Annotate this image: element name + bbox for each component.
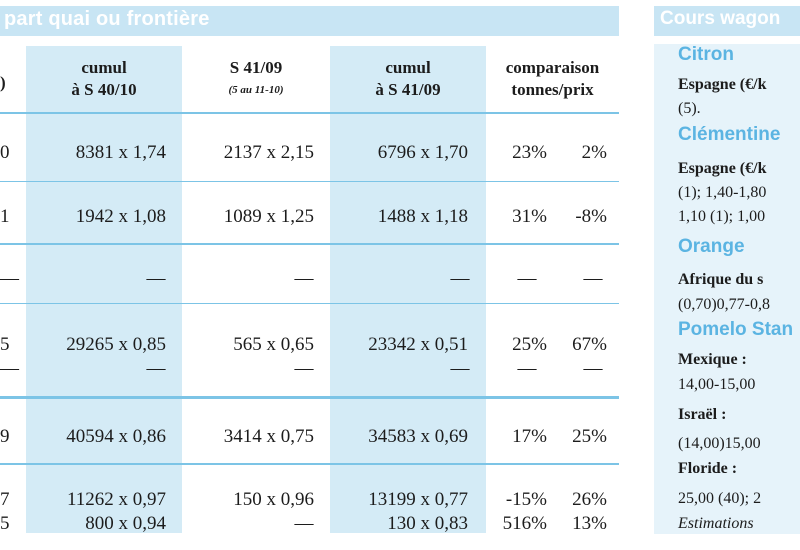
cell-pct-prix: -8% bbox=[575, 206, 607, 227]
cell-week-41: 565 x 0,65 bbox=[233, 334, 314, 355]
cell-cumul-41: — bbox=[450, 358, 470, 379]
cell-pct-tonnes: 516% bbox=[502, 513, 547, 534]
cell-week-41: 2137 x 2,15 bbox=[223, 142, 314, 163]
cell-cumul-40: 40594 x 0,86 bbox=[66, 426, 166, 447]
cell-cumul-41: 6796 x 1,70 bbox=[377, 142, 468, 163]
price-text: 14,00-15,00 bbox=[678, 376, 756, 393]
cell-cumul-41: 34583 x 0,69 bbox=[368, 426, 468, 447]
origin-label: Floride : bbox=[678, 460, 738, 477]
cell-edge: 1 bbox=[0, 206, 10, 227]
col-header-line1: comparaison bbox=[505, 58, 600, 77]
col-header-week-41: S 41/09 (5 au 11-10) bbox=[182, 57, 330, 101]
rule-5 bbox=[0, 463, 619, 465]
rule-3 bbox=[0, 303, 619, 304]
cell-week-41: — bbox=[294, 358, 314, 379]
table-header-bar: part quai ou frontière bbox=[0, 6, 619, 36]
cell-pct-tonnes: -15% bbox=[505, 489, 547, 510]
cell-pct-prix: 25% bbox=[572, 426, 607, 447]
cumul-column-shade-2 bbox=[330, 46, 486, 533]
cell-cumul-40: — bbox=[146, 268, 166, 289]
cell-week-41: — bbox=[294, 268, 314, 289]
price-text: (5). bbox=[678, 100, 701, 117]
panel-body bbox=[654, 44, 800, 534]
cell-pct-tonnes: — bbox=[517, 268, 537, 289]
cours-wagon-panel: Cours wagon Citron Espagne (€/k (5). Clé… bbox=[654, 0, 800, 550]
cell-cumul-40: 11262 x 0,97 bbox=[66, 489, 166, 510]
price-text: (1); 1,40-1,80 bbox=[678, 184, 767, 201]
cell-cumul-41: 130 x 0,83 bbox=[387, 513, 468, 534]
cell-pct-prix: 26% bbox=[572, 489, 607, 510]
rule-header bbox=[0, 112, 619, 114]
cell-cumul-40: 1942 x 1,08 bbox=[75, 206, 166, 227]
origin-label: Afrique du s bbox=[678, 271, 764, 288]
cell-cumul-41: 13199 x 0,77 bbox=[368, 489, 468, 510]
cell-cumul-40: 800 x 0,94 bbox=[85, 513, 166, 534]
cell-week-41: — bbox=[294, 513, 314, 534]
cell-edge: — bbox=[0, 358, 19, 379]
cell-edge: 0 bbox=[0, 142, 10, 163]
cell-pct-prix: — bbox=[583, 358, 603, 379]
cell-pct-prix: 13% bbox=[572, 513, 607, 534]
origin-label: Israël : bbox=[678, 406, 727, 423]
cell-pct-tonnes: 25% bbox=[512, 334, 547, 355]
col-header-comparaison: comparaison tonnes/prix bbox=[486, 57, 619, 101]
price-text: 1,10 (1); 1,00 bbox=[678, 208, 766, 225]
col-header-line2: tonnes/prix bbox=[511, 80, 594, 99]
table-title: part quai ou frontière bbox=[4, 8, 210, 30]
cell-cumul-41: 1488 x 1,18 bbox=[377, 206, 468, 227]
cell-pct-prix: 2% bbox=[581, 142, 607, 163]
cell-edge: 5 bbox=[0, 513, 10, 534]
origin-label: Espagne (€/k bbox=[678, 76, 767, 93]
price-text: (0,70)0,77-0,8 bbox=[678, 296, 770, 313]
col-header-line1: cumul bbox=[81, 58, 127, 77]
cell-edge: 7 bbox=[0, 489, 10, 510]
cell-edge: — bbox=[0, 268, 19, 289]
col-header-0: ) bbox=[0, 73, 6, 92]
col-header-line1: cumul bbox=[385, 58, 431, 77]
cell-edge: 9 bbox=[0, 426, 10, 447]
col-header-line1: S 41/09 bbox=[229, 58, 283, 77]
fruit-heading: Citron bbox=[678, 44, 734, 65]
cell-cumul-40: 29265 x 0,85 bbox=[66, 334, 166, 355]
cell-cumul-40: 8381 x 1,74 bbox=[75, 142, 166, 163]
cell-week-41: 150 x 0,96 bbox=[233, 489, 314, 510]
cell-pct-tonnes: 23% bbox=[512, 142, 547, 163]
cell-pct-prix: — bbox=[583, 268, 603, 289]
price-text: 25,00 (40); 2 bbox=[678, 490, 762, 507]
cell-pct-prix: 67% bbox=[572, 334, 607, 355]
rule-1 bbox=[0, 181, 619, 182]
col-header-line2: à S 40/10 bbox=[71, 80, 137, 99]
cell-pct-tonnes: — bbox=[517, 358, 537, 379]
cell-edge: 5 bbox=[0, 334, 10, 355]
col-header-cumul-41: cumul à S 41/09 bbox=[330, 57, 486, 101]
col-header-line2: (5 au 11-10) bbox=[228, 84, 284, 96]
cell-cumul-40: — bbox=[146, 358, 166, 379]
rule-2 bbox=[0, 243, 619, 245]
origin-label: Espagne (€/k bbox=[678, 160, 767, 177]
footnote: Estimations bbox=[678, 515, 754, 532]
rule-4 bbox=[0, 396, 619, 399]
cumul-column-shade-1 bbox=[26, 46, 182, 533]
fruit-heading: Pomelo Stan bbox=[678, 319, 794, 340]
fruit-heading: Clémentine bbox=[678, 124, 781, 145]
col-header-line2: à S 41/09 bbox=[375, 80, 441, 99]
col-header-cumul-40: cumul à S 40/10 bbox=[26, 57, 182, 101]
panel-header-bar: Cours wagon bbox=[654, 6, 800, 36]
fruit-heading: Orange bbox=[678, 236, 745, 257]
cell-week-41: 1089 x 1,25 bbox=[223, 206, 314, 227]
cell-cumul-41: — bbox=[450, 268, 470, 289]
cell-pct-tonnes: 17% bbox=[512, 426, 547, 447]
cell-week-41: 3414 x 0,75 bbox=[223, 426, 314, 447]
cell-cumul-41: 23342 x 0,51 bbox=[368, 334, 468, 355]
price-text: (14,00)15,00 bbox=[678, 435, 761, 452]
cell-pct-tonnes: 31% bbox=[512, 206, 547, 227]
panel-title: Cours wagon bbox=[660, 8, 781, 29]
origin-label: Mexique : bbox=[678, 351, 747, 368]
